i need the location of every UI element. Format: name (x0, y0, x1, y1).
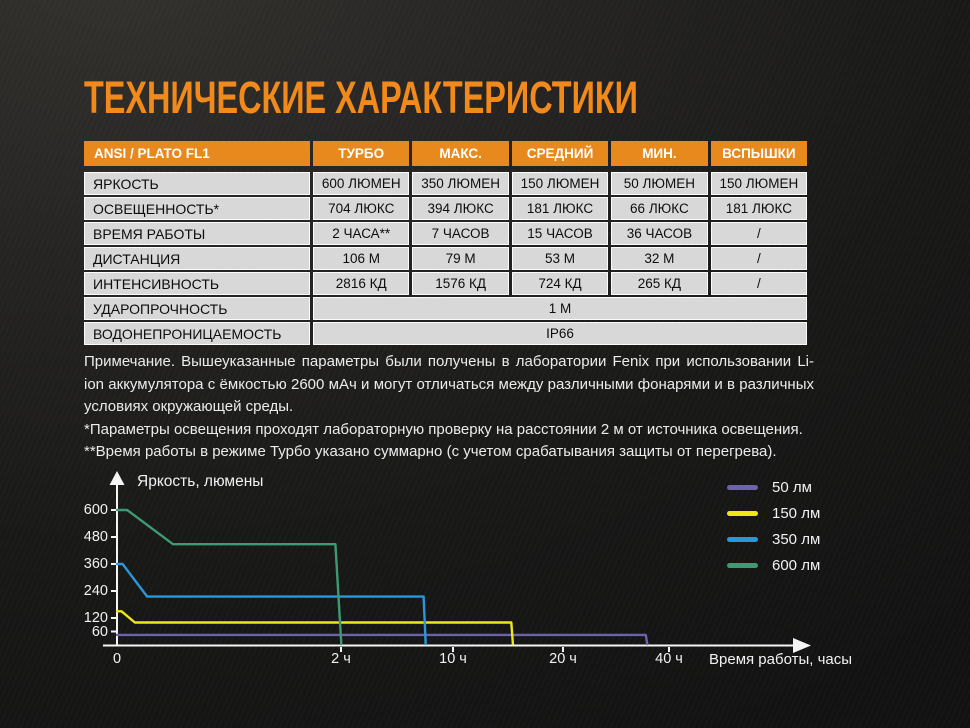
series-line-600 лм (115, 508, 343, 646)
table-header-turbo: ТУРБО (313, 141, 410, 166)
series-line-50 лм (115, 633, 649, 646)
x-tick-label: 40 ч (655, 651, 683, 667)
legend-swatch-icon (727, 536, 758, 542)
footnote-illuminance: *Параметры освещения проходят лабораторн… (84, 420, 803, 438)
y-tick-label: 120 (83, 610, 108, 626)
cell: 79 М (412, 247, 509, 270)
table-row-impact-resistance: УДАРОПРОЧНОСТЬ 1 М (84, 297, 807, 320)
cell: 724 КД (511, 272, 609, 295)
x-tick-label: 20 ч (549, 651, 577, 667)
cell: 15 ЧАСОВ (511, 222, 609, 245)
y-tick-label: 360 (83, 556, 108, 572)
legend-item: 350 лм (727, 526, 820, 552)
x-axis-label: Время работы, часы (709, 651, 853, 668)
cell: 106 М (313, 247, 410, 270)
cell: 150 ЛЮМЕН (710, 172, 808, 195)
cell: 150 ЛЮМЕН (511, 172, 609, 195)
cell: / (710, 222, 808, 245)
cell: 32 М (611, 247, 708, 270)
cell-span: IP66 (313, 322, 807, 345)
cell: 704 ЛЮКС (313, 197, 410, 220)
row-label: УДАРОПРОЧНОСТЬ (84, 297, 310, 320)
cell: 394 ЛЮКС (412, 197, 509, 220)
table-row-brightness: ЯРКОСТЬ 600 ЛЮМЕН 350 ЛЮМЕН 150 ЛЮМЕН 50… (84, 172, 808, 195)
table-row-runtime: ВРЕМЯ РАБОТЫ 2 ЧАСА** 7 ЧАСОВ 15 ЧАСОВ 3… (84, 222, 808, 245)
series-line-150 лм (115, 610, 515, 646)
notes-block: Примечание. Вышеуказанные параметры были… (84, 351, 814, 464)
y-tick-label: 240 (83, 583, 108, 599)
cell: 1576 КД (412, 272, 509, 295)
y-tick-label: 480 (83, 529, 108, 545)
series-line-350 лм (115, 562, 427, 646)
x-tick-label: 2 ч (331, 651, 351, 667)
row-label: ОСВЕЩЕННОСТЬ* (84, 197, 310, 220)
footnote-turbo: **Время работы в режиме Турбо указано су… (84, 443, 777, 460)
table-row-distance: ДИСТАНЦИЯ 106 М 79 М 53 М 32 М / (84, 247, 808, 270)
table-header-strobe: ВСПЫШКИ (710, 141, 808, 166)
cell: 181 ЛЮКС (710, 197, 808, 220)
legend-label: 600 лм (772, 556, 821, 574)
y-axis-arrow-icon (109, 471, 125, 485)
chart: Яркость, люмены Время работы, часы 50 лм… (75, 470, 955, 710)
cell: 36 ЧАСОВ (611, 222, 708, 245)
cell: 2 ЧАСА** (313, 222, 410, 245)
cell: 350 ЛЮМЕН (412, 172, 509, 195)
legend-swatch-icon (727, 510, 758, 516)
legend: 50 лм 150 лм 350 лм 600 лм (727, 474, 820, 578)
table-row-illuminance: ОСВЕЩЕННОСТЬ* 704 ЛЮКС 394 ЛЮКС 181 ЛЮКС… (84, 197, 808, 220)
x-tick-label: 0 (112, 651, 122, 667)
x-axis-arrow-icon (793, 638, 811, 653)
table-header-standard: ANSI / PLATO FL1 (84, 141, 310, 166)
table-header-min: МИН. (611, 141, 708, 166)
cell-span: 1 М (313, 297, 807, 320)
legend-label: 50 лм (772, 478, 812, 496)
row-label: ВРЕМЯ РАБОТЫ (84, 222, 310, 245)
cell: 181 ЛЮКС (511, 197, 609, 220)
cell: 7 ЧАСОВ (412, 222, 509, 245)
page-title: ТЕХНИЧЕСКИЕ ХАРАКТЕРИСТИКИ (84, 72, 638, 123)
legend-swatch-icon (727, 484, 758, 490)
legend-label: 150 лм (772, 504, 821, 522)
table-row-waterproof: ВОДОНЕПРОНИЦАЕМОСТЬ IP66 (84, 322, 807, 345)
cell: 2816 КД (313, 272, 410, 295)
table-row-intensity: ИНТЕНСИВНОСТЬ 2816 КД 1576 КД 724 КД 265… (84, 272, 808, 295)
row-label: ЯРКОСТЬ (84, 172, 310, 195)
row-label: ИНТЕНСИВНОСТЬ (84, 272, 310, 295)
table-header-max: МАКС. (412, 141, 509, 166)
table-header-medium: СРЕДНИЙ (511, 141, 609, 166)
legend-item: 600 лм (727, 552, 820, 578)
cell: 50 ЛЮМЕН (611, 172, 708, 195)
cell: / (710, 272, 808, 295)
runtime-chart-svg (103, 471, 811, 653)
y-tick-label: 60 (91, 623, 108, 640)
legend-label: 350 лм (772, 530, 821, 548)
y-axis-label: Яркость, люмены (137, 473, 264, 490)
x-tick-label: 10 ч (439, 651, 467, 667)
y-tick-label: 600 (83, 502, 108, 518)
row-label: ВОДОНЕПРОНИЦАЕМОСТЬ (84, 322, 310, 345)
note-paragraph: Примечание. Вышеуказанные параметры были… (84, 353, 814, 415)
legend-item: 50 лм (727, 474, 820, 500)
cell: 53 М (511, 247, 609, 270)
spec-table: ANSI / PLATO FL1 ТУРБО МАКС. СРЕДНИЙ МИН… (84, 141, 808, 347)
cell: 600 ЛЮМЕН (313, 172, 410, 195)
cell: 66 ЛЮКС (611, 197, 708, 220)
cell: / (710, 247, 808, 270)
legend-item: 150 лм (727, 500, 820, 526)
table-header-row: ANSI / PLATO FL1 ТУРБО МАКС. СРЕДНИЙ МИН… (84, 141, 808, 166)
legend-swatch-icon (727, 562, 758, 568)
row-label: ДИСТАНЦИЯ (84, 247, 310, 270)
cell: 265 КД (611, 272, 708, 295)
